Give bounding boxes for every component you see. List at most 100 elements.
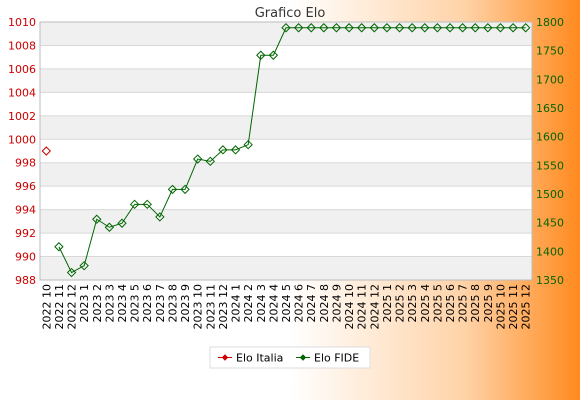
data-point-elo-fide <box>256 50 266 60</box>
legend-box <box>209 346 371 369</box>
right-tick-label: 1700 <box>536 73 564 86</box>
left-tick-label: 1010 <box>8 16 36 29</box>
data-point-elo-fide <box>192 154 203 164</box>
grid-band <box>40 68 532 93</box>
grid-band <box>40 115 532 140</box>
x-tick-label: 2024 7 <box>305 284 318 323</box>
series-line-elo-fide <box>58 27 526 274</box>
x-tick-label: 2022 10 <box>40 284 53 330</box>
data-point-elo-fide <box>470 23 480 33</box>
right-tick-label: 1350 <box>536 274 564 287</box>
x-tick-label: 2023 1 <box>78 284 91 323</box>
right-tick-label: 1600 <box>536 131 564 144</box>
x-tick-label: 2025 9 <box>482 284 495 323</box>
x-tick-label: 2024 3 <box>255 284 268 323</box>
data-point-elo-fide <box>382 23 392 33</box>
x-tick-label: 2025 6 <box>444 284 457 323</box>
x-tick-label: 2024 11 <box>356 284 369 330</box>
data-point-elo-fide <box>54 242 64 252</box>
plot-background <box>40 22 532 280</box>
right-tick-label: 1450 <box>536 217 564 230</box>
legend-label-elo-fide: Elo FIDE <box>314 352 359 365</box>
data-point-elo-fide <box>457 23 468 33</box>
left-tick-label: 1006 <box>8 63 36 76</box>
x-tick-label: 2022 11 <box>53 284 66 330</box>
series-layer <box>41 23 531 278</box>
x-tick-label: 2023 9 <box>179 284 192 323</box>
chart-title: Grafico Elo <box>255 6 326 21</box>
x-tick-label: 2023 8 <box>166 284 179 323</box>
x-tick-label: 2023 10 <box>192 284 205 330</box>
x-tick-label: 2023 7 <box>154 284 167 323</box>
data-point-elo-fide <box>331 23 342 33</box>
gridlines <box>39 21 533 281</box>
left-tick-label: 992 <box>15 227 36 240</box>
left-tick-label: 1002 <box>8 110 36 123</box>
left-tick-label: 988 <box>15 274 36 287</box>
x-tick-label: 2023 6 <box>141 284 154 323</box>
data-point-elo-fide <box>420 23 430 33</box>
x-tick-label: 2025 10 <box>494 284 507 330</box>
grid-band <box>40 22 532 46</box>
x-tick-label: 2024 9 <box>330 284 343 323</box>
data-point-elo-fide <box>520 23 531 33</box>
data-point-elo-fide <box>508 23 518 33</box>
legend: Elo Italia Elo FIDE <box>209 346 371 369</box>
right-tick-label: 1400 <box>536 245 564 258</box>
right-tick-label: 1800 <box>536 16 564 29</box>
legend-swatch-marker <box>299 354 307 361</box>
data-point-elo-fide <box>205 156 216 167</box>
x-tick-label: 2025 8 <box>469 284 482 323</box>
left-tick-label: 990 <box>15 251 36 264</box>
data-point-elo-fide <box>79 260 89 271</box>
right-tick-label: 1500 <box>536 188 564 201</box>
grid-band <box>40 256 532 280</box>
data-point-elo-fide <box>117 218 127 228</box>
x-tick-label: 2025 2 <box>394 284 407 323</box>
x-tick-label: 2025 4 <box>419 284 432 323</box>
data-point-elo-fide <box>268 50 279 60</box>
data-point-elo-fide <box>356 23 367 33</box>
x-tick-label: 2023 3 <box>103 284 116 323</box>
x-tick-label: 2022 12 <box>66 284 79 330</box>
data-point-elo-fide <box>483 23 493 33</box>
left-tick-label: 1000 <box>8 133 36 146</box>
x-tick-label: 2025 11 <box>507 284 520 330</box>
data-point-elo-fide <box>230 145 241 155</box>
x-tick-label: 2024 5 <box>280 284 293 323</box>
x-tick-label: 2025 3 <box>406 284 419 323</box>
left-tick-label: 1008 <box>8 39 36 52</box>
data-point-elo-fide <box>495 23 506 33</box>
left-tick-label: 1004 <box>8 86 36 99</box>
data-point-elo-italia <box>41 146 52 156</box>
x-tick-label: 2023 4 <box>116 284 129 323</box>
right-tick-label: 1650 <box>536 102 564 115</box>
data-point-elo-fide <box>180 184 190 195</box>
grid-band <box>40 162 532 187</box>
data-point-elo-fide <box>104 222 115 232</box>
data-point-elo-fide <box>92 214 102 224</box>
right-axis: 1350 1400 1450 1500 1550 1600 1650 1700 1750 1800 <box>536 16 564 287</box>
x-tick-label: 2025 1 <box>381 284 394 323</box>
x-tick-label: 2024 12 <box>368 284 381 330</box>
left-tick-label: 998 <box>15 157 36 170</box>
left-tick-label: 994 <box>15 204 36 217</box>
x-tick-label: 2025 5 <box>431 284 444 323</box>
x-tick-label: 2023 12 <box>217 284 230 330</box>
data-point-elo-fide <box>407 23 417 33</box>
data-point-elo-fide <box>319 23 329 33</box>
x-tick-label: 2025 7 <box>457 284 470 323</box>
legend-swatch-marker <box>221 354 229 361</box>
x-tick-label: 2024 6 <box>293 284 306 323</box>
x-tick-label: 2024 2 <box>242 284 255 323</box>
data-point-elo-fide <box>369 23 380 33</box>
data-point-elo-fide <box>432 23 443 33</box>
x-tick-label: 2025 12 <box>520 284 533 330</box>
right-tick-label: 1550 <box>536 159 564 172</box>
x-tick-label: 2023 11 <box>204 284 217 330</box>
plot-area <box>40 22 532 280</box>
data-point-elo-fide <box>394 23 405 33</box>
